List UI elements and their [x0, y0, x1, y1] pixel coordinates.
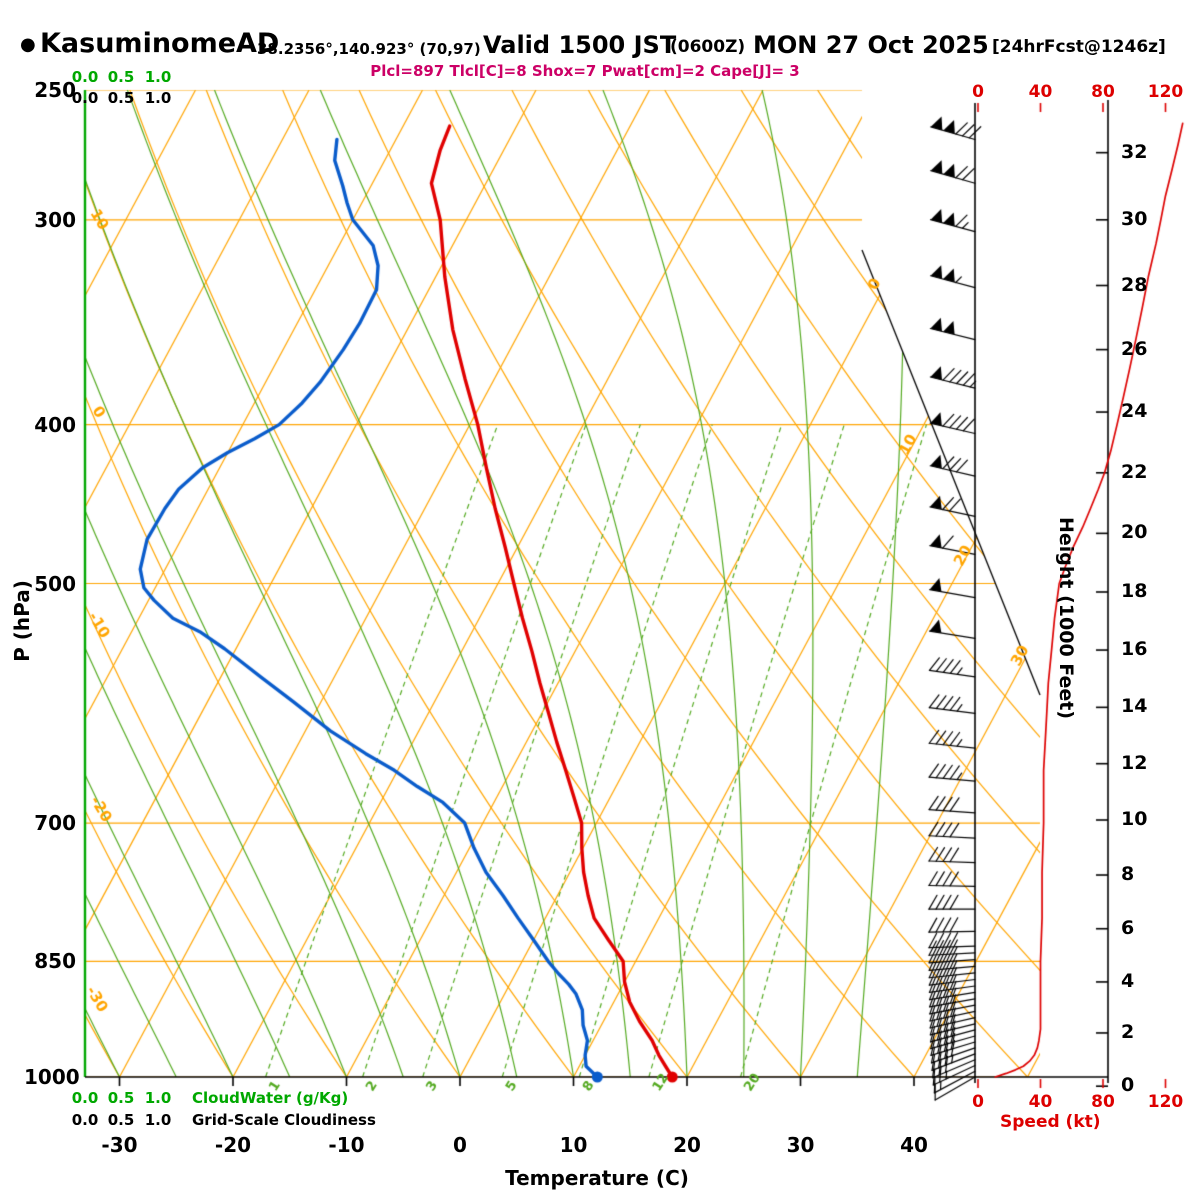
height-tick-label: 20	[1121, 521, 1148, 544]
cloudwater-scale-tick: 1.0	[144, 68, 172, 86]
height-tick-label: 12	[1121, 751, 1148, 774]
pressure-tick-label: 300	[34, 207, 76, 232]
gridscale-scale-tick: 1.0	[144, 89, 172, 107]
station-bullet-icon: ●	[20, 34, 36, 55]
height-tick-label: 16	[1121, 638, 1148, 661]
valid-time: Valid 1500 JST	[483, 31, 677, 59]
height-tick-label: 26	[1121, 337, 1148, 360]
temperature-tick-label: 20	[673, 1133, 701, 1157]
height-tick-label: 2	[1121, 1020, 1135, 1043]
temperature-tick-label: 30	[786, 1133, 815, 1157]
forecast-info: [24hrFcst@1246z]	[992, 37, 1166, 57]
height-tick-label: 24	[1121, 400, 1148, 423]
pressure-tick-label: 700	[34, 811, 76, 836]
gridscale-scale-tick: 0.5	[107, 1111, 135, 1129]
height-tick-label: 10	[1121, 808, 1148, 830]
speed-axis-title: Speed (kt)	[1000, 1112, 1101, 1132]
gridscale-scale-tick: 0.0	[71, 89, 99, 107]
gridscale-legend: Grid-Scale Cloudiness	[192, 1111, 376, 1129]
speed-tick-label-bottom: 80	[1091, 1092, 1115, 1112]
height-tick-label: 8	[1121, 863, 1135, 886]
temperature-tick-label: -30	[101, 1133, 138, 1157]
cloudwater-scale-tick: 0.0	[71, 68, 99, 86]
valid-date: MON 27 Oct 2025	[753, 31, 989, 59]
cloudwater-scale-tick: 0.5	[107, 68, 135, 86]
sounding-parameters: Plcl=897 Tlcl[C]=8 Shox=7 Pwat[cm]=2 Cap…	[370, 62, 800, 80]
valid-time-utc: (0600Z)	[670, 37, 746, 57]
gridscale-scale-tick: 0.0	[71, 1111, 99, 1129]
temperature-tick-label: 40	[900, 1133, 928, 1157]
speed-tick-label-top: 120	[1147, 82, 1184, 102]
height-tick-label: 4	[1121, 969, 1135, 992]
pressure-tick-label: 1000	[24, 1065, 80, 1089]
temperature-tick-label: 0	[453, 1133, 467, 1157]
height-tick-label: 28	[1121, 273, 1148, 296]
pressure-tick-label: 850	[34, 949, 76, 974]
height-tick-label: 6	[1121, 916, 1135, 939]
speed-tick-label-bottom: 0	[972, 1092, 984, 1112]
pressure-tick-label: 400	[34, 412, 76, 437]
cloudwater-scale-tick: 1.0	[144, 1089, 172, 1107]
height-tick-label: 22	[1121, 460, 1148, 483]
height-tick-label: 0	[1121, 1074, 1135, 1097]
gridscale-scale-tick: 0.5	[107, 89, 135, 107]
station-coordinates: 38.2356°,140.923° (70,97)	[257, 40, 481, 58]
speed-tick-label-bottom: 40	[1028, 1092, 1053, 1112]
pressure-tick-label: 500	[34, 571, 76, 596]
height-tick-label: 18	[1121, 579, 1148, 602]
cloudwater-scale-tick: 0.5	[107, 1089, 135, 1107]
speed-tick-label-bottom: 120	[1147, 1092, 1184, 1112]
cloudwater-scale-tick: 0.0	[71, 1089, 99, 1107]
temperature-tick-label: -10	[328, 1133, 365, 1157]
temperature-tick-label: 10	[559, 1133, 588, 1157]
height-tick-label: 32	[1121, 140, 1148, 163]
gridscale-scale-tick: 1.0	[144, 1111, 172, 1129]
height-tick-label: 30	[1121, 207, 1148, 230]
pressure-tick-label: 250	[34, 78, 76, 102]
cloudwater-legend: CloudWater (g/Kg)	[192, 1089, 349, 1107]
height-axis-title: Height (1000 Feet)	[1055, 517, 1077, 720]
speed-tick-label-top: 80	[1091, 82, 1115, 102]
temperature-tick-label: -20	[214, 1133, 252, 1157]
speed-tick-label-top: 0	[972, 82, 984, 102]
height-tick-label: 14	[1121, 695, 1148, 718]
station-name: KasuminomeAD	[40, 28, 280, 59]
temperature-axis-title: Temperature (C)	[505, 1166, 689, 1190]
speed-tick-label-top: 40	[1028, 82, 1053, 102]
